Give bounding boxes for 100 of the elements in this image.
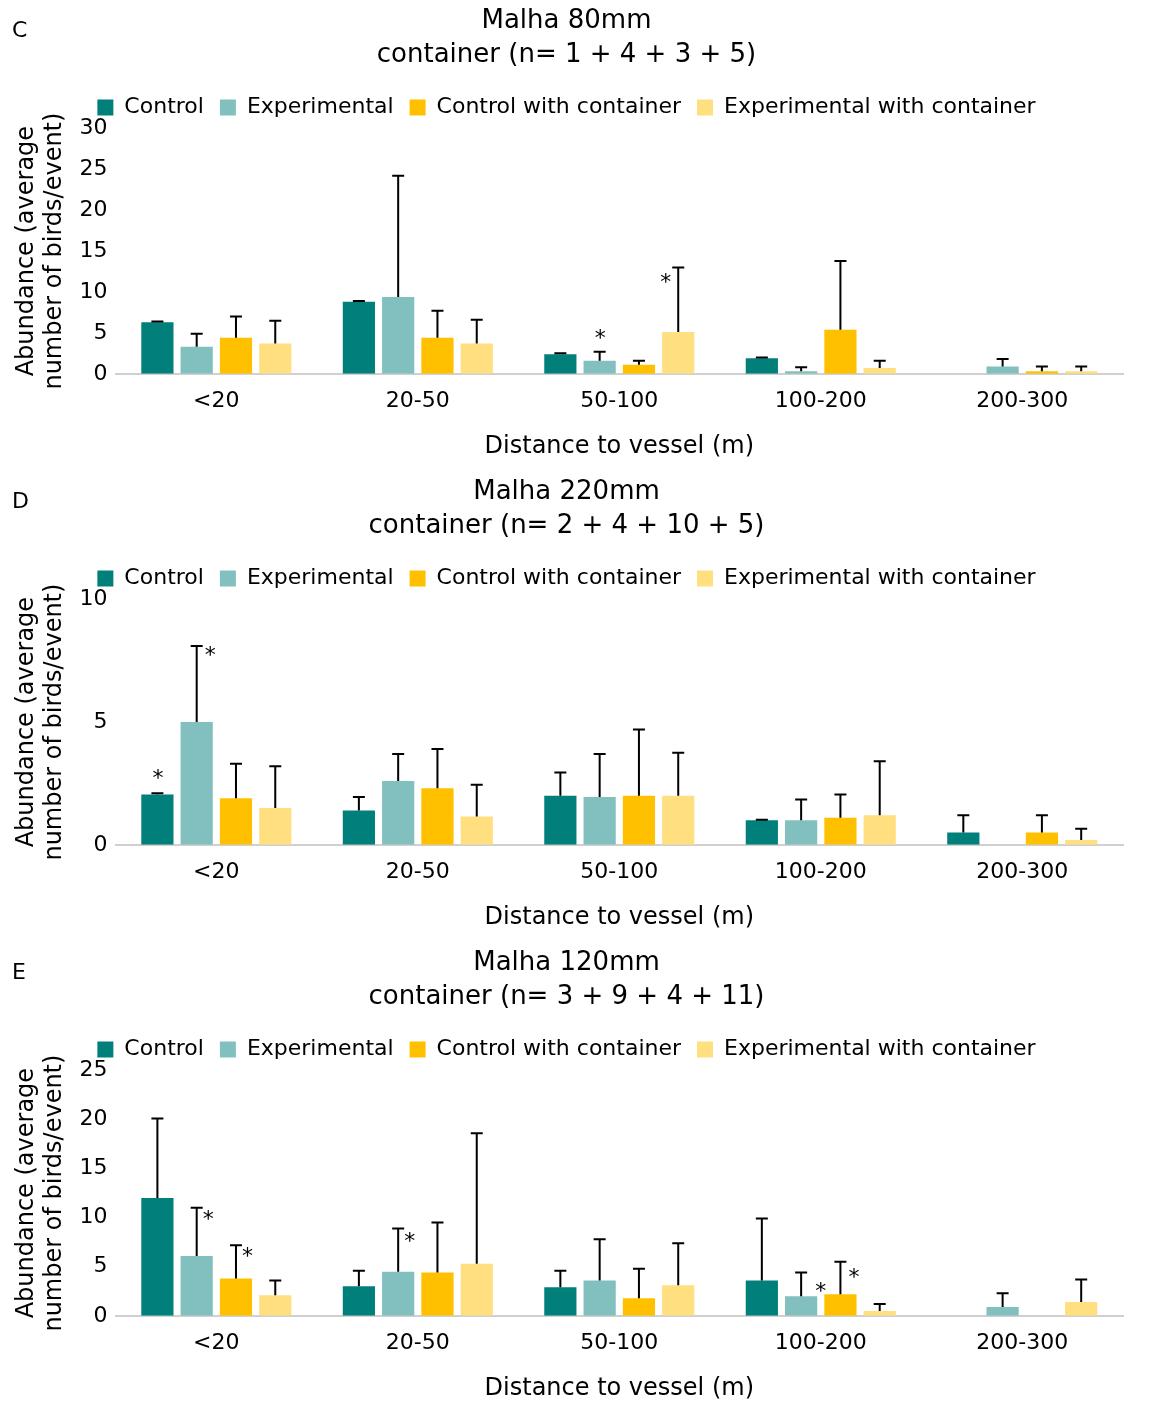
chart-title: Malha 120mm (473, 946, 660, 977)
bar (745, 820, 778, 845)
bar (342, 810, 375, 845)
chart-title: Malha 220mm (473, 475, 660, 506)
x-tick-label: 200-300 (976, 1328, 1069, 1354)
bar (863, 815, 896, 845)
y-tick-label: 10 (79, 585, 108, 611)
bar (342, 1286, 375, 1316)
y-tick-label: 0 (93, 359, 108, 385)
bar (382, 296, 415, 374)
y-axis-title: Abundance (average number of birds/event) (10, 583, 68, 861)
chart-title: Malha 80mm (481, 4, 652, 35)
y-tick-label: 15 (79, 1154, 108, 1180)
bar (342, 301, 375, 374)
bar (421, 1272, 454, 1316)
y-tick-label: 5 (93, 318, 108, 344)
y-tick-label: 10 (79, 1203, 108, 1229)
bar (662, 1285, 695, 1316)
bar (986, 1306, 1019, 1316)
legend-label: Experimental (246, 93, 394, 119)
text: C (12, 16, 28, 42)
bar (824, 329, 857, 374)
x-tick-label: 200-300 (976, 857, 1069, 883)
bar (219, 1278, 253, 1316)
y-tick-label: 20 (79, 1105, 108, 1131)
bar (421, 337, 454, 374)
bar (583, 1280, 616, 1316)
x-tick-label: 200-300 (976, 386, 1069, 412)
bar (219, 798, 253, 845)
bar (785, 1296, 818, 1316)
legend-label: Experimental with container (724, 564, 1037, 590)
legend-label: Control with container (436, 564, 682, 590)
y-axis-title: Abundance (average number of birds/event) (10, 1054, 68, 1332)
legend-label: Experimental with container (724, 93, 1037, 119)
legend-label: Control (124, 564, 204, 590)
bar (141, 1198, 174, 1316)
annotation: * (815, 1277, 827, 1303)
legend-label: Control (124, 93, 204, 119)
bar (460, 343, 493, 374)
legend-label: Experimental (246, 564, 394, 590)
bar (382, 781, 415, 845)
x-axis-title: Distance to vessel (m) (484, 1372, 755, 1401)
bar (583, 796, 616, 845)
bar (622, 795, 656, 845)
x-tick-label: 100-200 (774, 857, 867, 883)
y-tick-label: 10 (79, 277, 108, 303)
text: D (12, 487, 29, 513)
annotation: * (594, 325, 606, 351)
x-tick-label: <20 (193, 386, 240, 412)
y-tick-label: 5 (93, 707, 108, 733)
bar (141, 322, 174, 374)
y-tick-label: 5 (93, 1252, 108, 1278)
y-tick-label: 25 (79, 155, 108, 181)
annotation: * (404, 1228, 416, 1254)
y-tick-label: 30 (79, 114, 108, 140)
legend-label: Control with container (436, 93, 682, 119)
bar (460, 1263, 493, 1316)
annotation: * (241, 1242, 253, 1268)
y-tick-label: 15 (79, 236, 108, 262)
bar (259, 343, 292, 374)
chart-subtitle: container (n= 3 + 9 + 4 + 11) (368, 979, 765, 1010)
y-axis-title: Abundance (average number of birds/event) (10, 112, 68, 390)
annotation: * (202, 1205, 214, 1231)
bar (180, 346, 213, 374)
bar (544, 1287, 577, 1316)
x-tick-label: <20 (193, 857, 240, 883)
bar (544, 795, 577, 845)
annotation: * (152, 764, 164, 790)
bar (1065, 1302, 1098, 1316)
legend-label: Experimental with container (724, 1035, 1037, 1061)
bar (785, 820, 818, 845)
bar (824, 817, 857, 845)
bar (180, 1255, 213, 1316)
y-tick-label: 0 (93, 830, 108, 856)
x-tick-label: 20-50 (385, 386, 450, 412)
bar (460, 816, 493, 845)
bar (622, 1298, 656, 1316)
x-axis-title: Distance to vessel (m) (484, 430, 755, 459)
x-tick-label: 20-50 (385, 857, 450, 883)
bar (259, 1295, 292, 1316)
y-tick-label: 20 (79, 195, 108, 221)
y-tick-label: 25 (79, 1056, 108, 1082)
x-tick-label: 50-100 (580, 857, 659, 883)
bar (662, 332, 695, 374)
bar (141, 794, 174, 845)
bar (986, 366, 1019, 374)
bar (259, 807, 292, 845)
y-tick-label: 0 (93, 1301, 108, 1327)
bar (745, 358, 778, 374)
bar (180, 722, 213, 845)
bar (421, 788, 454, 845)
annotation: * (204, 641, 216, 667)
chart-subtitle: container (n= 2 + 4 + 10 + 5) (368, 508, 765, 539)
bar (583, 360, 616, 374)
chart-subtitle: container (n= 1 + 4 + 3 + 5) (376, 37, 757, 68)
x-axis-title: Distance to vessel (m) (484, 901, 755, 930)
bar (219, 337, 253, 374)
x-tick-label: 100-200 (774, 1328, 867, 1354)
legend-label: Control with container (436, 1035, 682, 1061)
x-tick-label: 50-100 (580, 1328, 659, 1354)
